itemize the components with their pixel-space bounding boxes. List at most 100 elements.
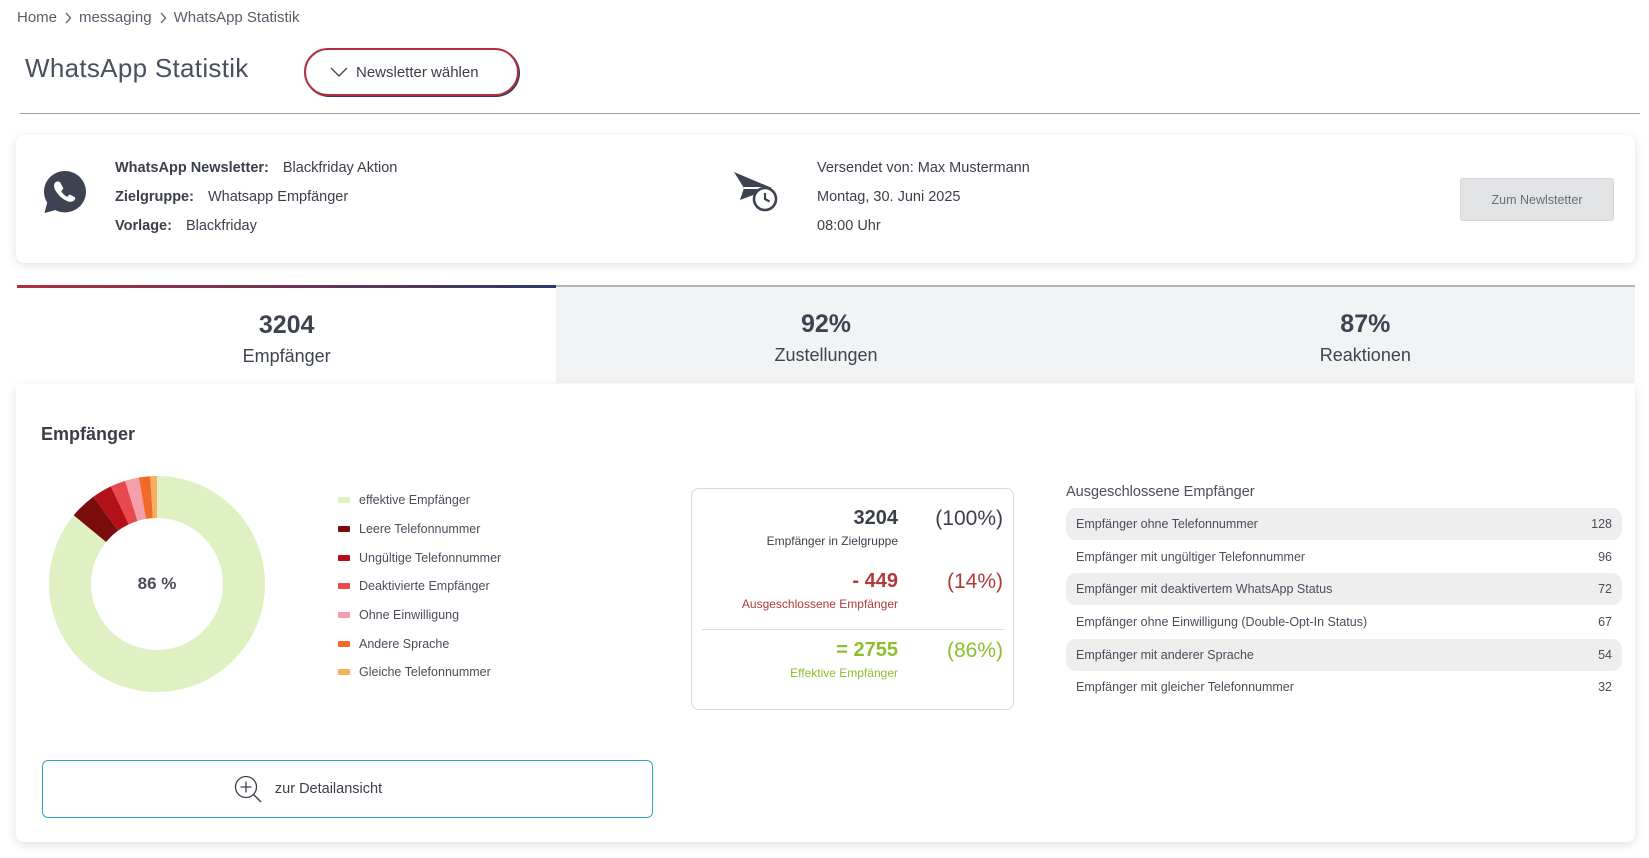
detail-view-label: zur Detailansicht [274, 781, 383, 797]
legend-label: effektive Empfänger [359, 493, 470, 508]
legend-item[interactable]: Gleiche Telefonnummer [338, 658, 501, 687]
calc-divider [702, 629, 1004, 630]
excluded-label: Empfänger mit anderer Sprache [1076, 647, 1254, 662]
donut-slice-6[interactable] [138, 476, 153, 519]
panel-title: Empfänger [41, 424, 136, 444]
legend-swatch [338, 554, 350, 561]
template-value: Blackfriday [185, 217, 257, 234]
legend-swatch [338, 669, 350, 676]
donut-slice-1[interactable] [48, 476, 265, 692]
send-date: Montag, 30. Juni 2025 [817, 188, 961, 205]
send-details: Versendet von: Max Mustermann Montag, 30… [817, 153, 1030, 240]
info-row-newsletter: WhatsApp Newsletter: Blackfriday Aktion [115, 153, 397, 182]
list-item: Empfänger mit anderer Sprache 54 [1066, 638, 1622, 671]
legend-label: Gleiche Telefonnummer [359, 665, 491, 680]
calc-excluded-label: Ausgeschlossene Empfänger [741, 597, 898, 611]
tab-value: 3204 [258, 310, 315, 339]
chevron-right-icon [152, 11, 174, 25]
legend-label: Ohne Einwilligung [359, 608, 460, 623]
donut-slice-4[interactable] [110, 480, 138, 525]
excluded-recipients: Ausgeschlossene Empfänger Empfänger ohne… [1066, 484, 1622, 704]
excluded-label: Empfänger mit gleicher Telefonnummer [1076, 680, 1294, 695]
donut-slice-2[interactable] [73, 496, 119, 542]
legend-item[interactable]: Ungültige Telefonnummer [338, 543, 501, 572]
calc-total-label: Empfänger in Zielgruppe [766, 534, 898, 548]
legend-label: Deaktivierte Empfänger [359, 579, 490, 594]
legend-swatch [338, 583, 350, 590]
chart-legend: effektive Empfänger Leere Telefonnummer Un… [338, 486, 501, 687]
tab-label: Zustellungen [774, 345, 878, 365]
tab-label: Reaktionen [1319, 345, 1411, 365]
excluded-count: 72 [1598, 582, 1612, 597]
excluded-label: Empfänger ohne Telefonnummer [1076, 517, 1258, 531]
donut-slice-3[interactable] [93, 486, 129, 531]
legend-item[interactable]: effektive Empfänger [338, 486, 501, 515]
breadcrumb-current: WhatsApp Statistik [173, 9, 300, 26]
zoom-in-icon [234, 775, 262, 803]
to-newsletter-button[interactable]: Zum Newlstetter [1460, 178, 1614, 221]
newsletter-info-card: WhatsApp Newsletter: Blackfriday Aktion … [16, 135, 1635, 263]
calc-total-value: 3204 [853, 507, 899, 529]
list-item: Empfänger mit ungültiger Telefonnummer 9… [1066, 541, 1622, 573]
recipients-donut-chart [48, 476, 265, 692]
legend-swatch [338, 497, 350, 504]
info-row-group: Zielgruppe: Whatsapp Empfänger [115, 182, 397, 211]
stat-tabs: 3204 Empfänger 92% Zustellungen 87% Reak… [17, 285, 1635, 383]
breadcrumb-home[interactable]: Home [17, 9, 58, 26]
group-value: Whatsapp Empfänger [207, 188, 349, 205]
calc-effective-pct: (86%) [946, 639, 1003, 662]
chevron-down-icon [330, 67, 348, 77]
newsletter-value: Blackfriday Aktion [282, 159, 398, 176]
title-divider [20, 113, 1640, 114]
donut-slice-7[interactable] [150, 476, 157, 519]
info-row-template: Vorlage: Blackfriday [115, 211, 397, 240]
legend-label: Andere Sprache [359, 636, 450, 651]
send-time: 08:00 Uhr [817, 217, 881, 234]
tab-recipients[interactable]: 3204 Empfänger [17, 285, 557, 383]
tab-deliveries[interactable]: 92% Zustellungen [556, 285, 1096, 383]
legend-label: Ungültige Telefonnummer [359, 550, 502, 565]
donut-slice-5[interactable] [125, 477, 146, 521]
calc-excluded-pct: (14%) [946, 570, 1003, 593]
newsletter-select-label: Newsletter wählen [356, 63, 479, 81]
calc-effective-value: = 2755 [836, 639, 898, 661]
breadcrumb-messaging[interactable]: messaging [79, 9, 152, 26]
tab-value: 87% [1340, 310, 1391, 338]
page-title: WhatsApp Statistik [25, 53, 249, 83]
newsletter-details: WhatsApp Newsletter: Blackfriday Aktion … [115, 153, 397, 240]
calc-effective-label: Effektive Empfänger [790, 666, 898, 680]
legend-swatch [338, 612, 350, 619]
template-label: Vorlage: [115, 217, 172, 234]
group-label: Zielgruppe: [115, 188, 194, 205]
recipients-panel: Empfänger 86 % effektive Empfänger Leere … [16, 384, 1635, 842]
tab-reactions[interactable]: 87% Reaktionen [1095, 285, 1635, 383]
legend-swatch [338, 640, 350, 647]
recipient-calculation: 3204 Empfänger in Zielgruppe (100%) - 44… [691, 488, 1014, 710]
legend-item[interactable]: Leere Telefonnummer [338, 515, 501, 544]
legend-label: Leere Telefonnummer [359, 522, 481, 537]
list-item: Empfänger ohne Einwilligung (Double-Opt-… [1066, 606, 1622, 638]
legend-item[interactable]: Andere Sprache [338, 629, 501, 658]
detail-view-button[interactable]: zur Detailansicht [42, 760, 653, 818]
excluded-count: 96 [1598, 549, 1612, 564]
chevron-right-icon [57, 11, 79, 25]
sent-by: Versendet von: Max Mustermann [817, 159, 1030, 176]
calc-excluded-value: - 449 [852, 570, 898, 592]
newsletter-select[interactable]: Newsletter wählen [304, 48, 519, 96]
calc-total-pct: (100%) [935, 507, 1003, 530]
tab-label: Empfänger [242, 345, 331, 366]
legend-swatch [338, 526, 350, 533]
legend-item[interactable]: Deaktivierte Empfänger [338, 572, 501, 601]
list-item: Empfänger ohne Telefonnummer 128 [1066, 508, 1622, 540]
breadcrumb: Home messaging WhatsApp Statistik [17, 9, 299, 26]
excluded-count: 32 [1598, 680, 1612, 695]
newsletter-label: WhatsApp Newsletter: [115, 159, 269, 176]
excluded-count: 54 [1598, 647, 1612, 662]
list-item: Empfänger mit deaktivertem WhatsApp Stat… [1066, 573, 1622, 606]
excluded-title: Ausgeschlossene Empfänger [1066, 484, 1255, 500]
legend-item[interactable]: Ohne Einwilligung [338, 601, 501, 630]
excluded-count: 128 [1591, 517, 1612, 531]
excluded-count: 67 [1598, 615, 1612, 630]
list-item: Empfänger mit gleicher Telefonnummer 32 [1066, 671, 1622, 703]
excluded-label: Empfänger ohne Einwilligung (Double-Opt-… [1076, 615, 1368, 630]
